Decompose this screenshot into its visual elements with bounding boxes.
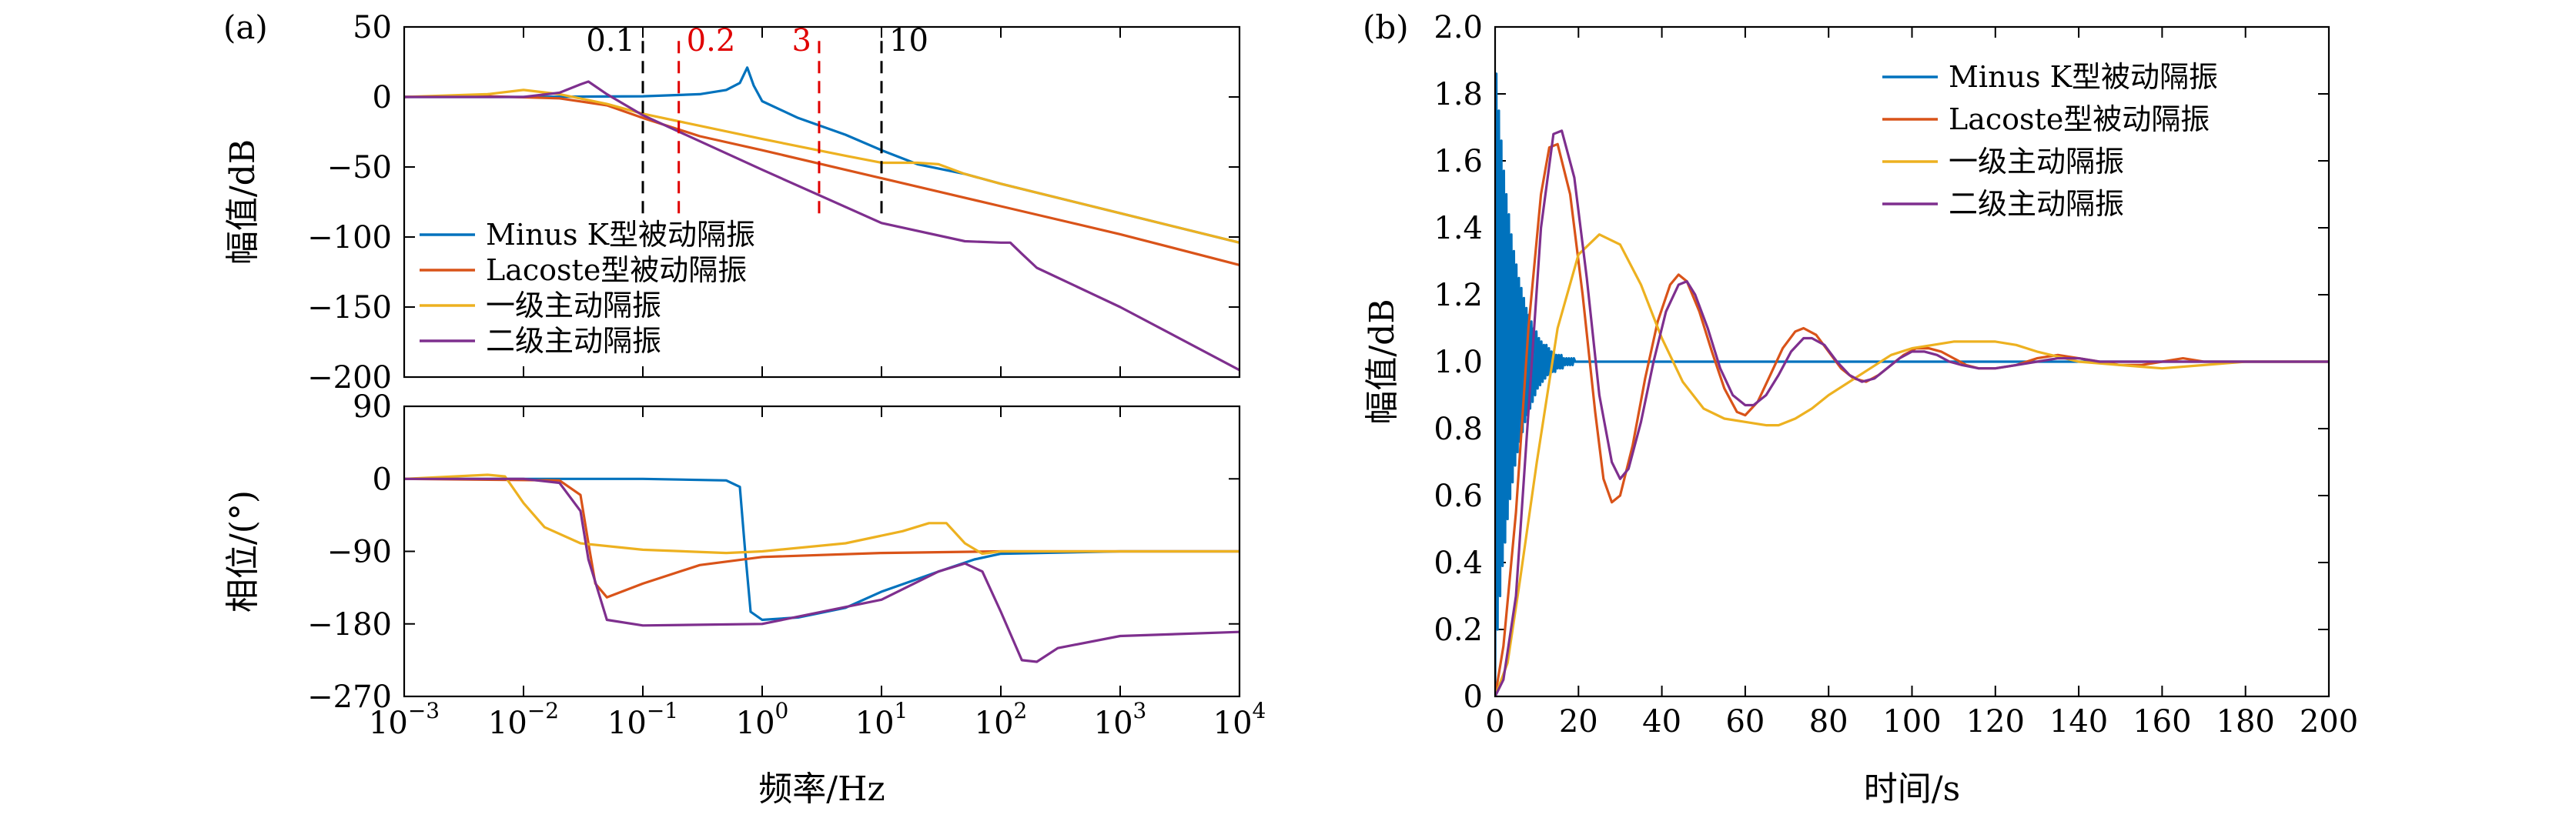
step-series-line-0 [1495, 72, 2329, 696]
magnitude-legend-label-0: Minus K型被动隔振 [486, 218, 755, 252]
magnitude-y-tick-label: 50 [353, 10, 392, 45]
step-y-tick-label: 0.4 [1434, 546, 1483, 581]
step-series-line-3 [1495, 129, 2329, 696]
time-x-tick-label: 160 [2133, 704, 2191, 740]
phase-y-tick-label: 0 [373, 462, 392, 497]
frequency-marker-label-1: 0.2 [687, 23, 736, 58]
frequency-marker-label-0: 0.1 [586, 23, 635, 58]
magnitude-y-axis-title: 幅值/dB [223, 139, 263, 265]
frequency-x-tick-label: 103 [1094, 698, 1147, 741]
step-legend-label-1: Lacoste型被动隔振 [1949, 102, 2210, 136]
phase-plot-frame [403, 405, 1241, 698]
phase-y-tick-label: −270 [307, 679, 392, 715]
magnitude-y-tick-label: −200 [307, 360, 392, 396]
phase-series-line-2 [404, 473, 1239, 556]
step-y-tick-label: 2.0 [1434, 10, 1483, 45]
step-y-tick-label: 0 [1464, 679, 1483, 715]
phase-series-line-3 [404, 477, 1239, 663]
step-y-tick-label: 1.2 [1434, 278, 1483, 313]
frequency-marker-label-3: 10 [889, 23, 928, 58]
step-series-line-1 [1495, 142, 2329, 696]
frequency-marker-label-2: 3 [792, 23, 811, 58]
magnitude-series-line-0 [404, 66, 1239, 244]
phase-series-group [404, 473, 1239, 663]
time-x-tick-label: 60 [1725, 704, 1765, 740]
step-legend-label-3: 二级主动隔振 [1949, 187, 2124, 221]
magnitude-y-tick-label: 0 [373, 80, 392, 115]
time-x-tick-label: 140 [2049, 704, 2108, 740]
step-y-tick-label: 1.4 [1434, 211, 1483, 246]
step-series-group [1495, 72, 2329, 696]
magnitude-series-line-1 [404, 95, 1239, 266]
step-y-tick-label: 1.8 [1434, 77, 1483, 112]
magnitude-y-tick-label: −50 [327, 150, 392, 185]
frequency-x-tick-label: 102 [975, 698, 1028, 741]
time-x-tick-label: 100 [1882, 704, 1941, 740]
time-x-axis-title: 时间/s [1864, 770, 1960, 809]
step-legend-label-2: 一级主动隔振 [1949, 145, 2124, 179]
time-x-tick-label: 20 [1559, 704, 1598, 740]
phase-series-line-0 [404, 477, 1239, 622]
phase-series-line-1 [404, 477, 1239, 599]
magnitude-series-group [404, 66, 1239, 372]
frequency-x-tick-label: 104 [1213, 698, 1266, 741]
step-series-line-2 [1495, 233, 2329, 696]
panel-label-a: (a) [223, 8, 268, 46]
step-legend-label-0: Minus K型被动隔振 [1949, 60, 2218, 94]
frequency-x-tick-label: 10−2 [488, 698, 559, 741]
time-x-tick-label: 180 [2216, 704, 2275, 740]
magnitude-legend-label-1: Lacoste型被动隔振 [486, 253, 747, 287]
phase-y-tick-label: −180 [307, 607, 392, 643]
step-y-tick-label: 1.0 [1434, 345, 1483, 380]
phase-y-tick-label: 90 [353, 389, 392, 425]
magnitude-y-tick-label: −150 [307, 290, 392, 326]
time-x-tick-label: 200 [2300, 704, 2358, 740]
time-x-tick-label: 80 [1809, 704, 1848, 740]
magnitude-y-tick-label: −100 [307, 220, 392, 255]
phase-y-tick-label: −90 [327, 535, 392, 570]
step-y-tick-label: 0.2 [1434, 613, 1483, 648]
phase-y-axis-title: 相位/(°) [223, 490, 263, 613]
step-plot-frame [1494, 25, 2330, 698]
magnitude-legend-label-2: 一级主动隔振 [486, 289, 661, 322]
time-x-tick-label: 0 [1485, 704, 1504, 740]
magnitude-series-line-3 [404, 80, 1239, 372]
frequency-x-tick-label: 101 [855, 698, 908, 741]
panel-label-b: (b) [1363, 8, 1409, 46]
frequency-x-tick-label: 10−1 [607, 698, 678, 741]
frequency-x-tick-label: 100 [736, 698, 789, 741]
frequency-x-axis-title: 频率/Hz [758, 770, 885, 809]
step-y-axis-title: 幅值/dB [1363, 299, 1402, 424]
magnitude-plot-frame [403, 25, 1241, 379]
step-y-tick-label: 0.8 [1434, 412, 1483, 447]
time-x-tick-label: 120 [1966, 704, 2025, 740]
frequency-x-tick-label: 10−3 [369, 698, 440, 741]
magnitude-legend-label-3: 二级主动隔振 [486, 324, 661, 358]
step-y-tick-label: 1.6 [1434, 144, 1483, 179]
magnitude-series-line-2 [404, 88, 1239, 244]
step-y-tick-label: 0.6 [1434, 479, 1483, 514]
time-x-tick-label: 40 [1642, 704, 1681, 740]
